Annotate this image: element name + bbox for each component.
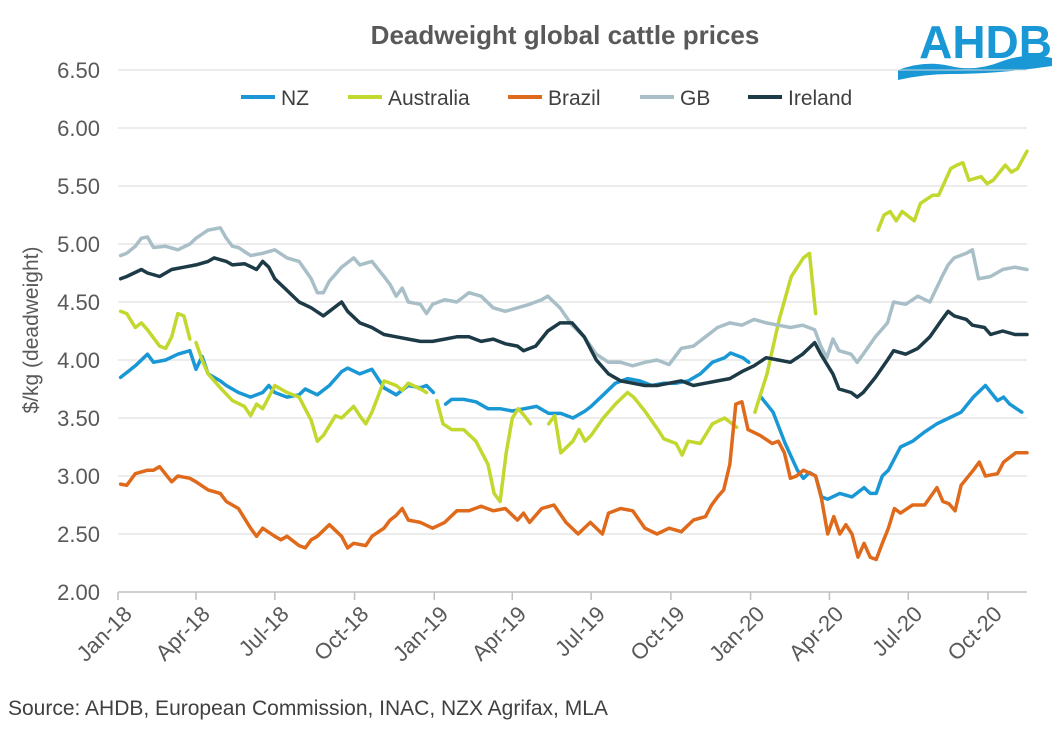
series-line-australia	[876, 149, 1029, 232]
ahdb-logo: AHDB	[898, 16, 1052, 80]
series-line-brazil	[118, 400, 1029, 562]
y-tick-label: 3.00	[57, 464, 100, 489]
y-tick-label: 6.00	[57, 116, 100, 141]
legend: NZ Australia Brazil GB Ireland	[241, 87, 852, 110]
x-tick-label: Oct-18	[309, 601, 373, 665]
series-line-australia	[435, 398, 533, 504]
series-line-australia	[546, 390, 739, 457]
y-tick-label: 4.50	[57, 290, 100, 315]
series-ireland	[118, 256, 1029, 399]
x-tick-label: Oct-20	[942, 601, 1006, 665]
series-lines	[118, 149, 1029, 562]
series-gb	[118, 226, 1029, 368]
y-tick-label: 5.00	[57, 232, 100, 257]
source-note: Source: AHDB, European Commission, INAC,…	[8, 697, 608, 720]
y-tick-label: 5.50	[57, 174, 100, 199]
legend-label-nz: NZ	[281, 87, 309, 110]
legend-label-brazil: Brazil	[548, 87, 601, 110]
legend-label-gb: GB	[680, 87, 710, 110]
x-tick-label: Jan-19	[388, 601, 453, 666]
series-line-nz	[759, 383, 1024, 501]
series-line-australia	[194, 340, 429, 443]
chart-title: Deadweight global cattle prices	[371, 20, 760, 50]
x-tick-label: Apr-19	[467, 601, 531, 665]
y-tick-label: 6.50	[57, 58, 100, 83]
series-line-australia	[753, 251, 818, 414]
x-axis: Jan-18 Apr-18 Jul-18 Oct-18 Jan-19 Apr-19 Jul-…	[72, 591, 1027, 666]
x-tick-label: Oct-19	[625, 601, 689, 665]
y-axis-label: $/kg (deadweight)	[20, 247, 43, 414]
x-tick-label: Jul-18	[234, 601, 294, 661]
x-tick-label: Jan-18	[72, 601, 137, 666]
x-tick-label: Jul-20	[867, 601, 927, 661]
x-tick-label: Apr-18	[150, 601, 214, 665]
series-line-nz	[118, 348, 436, 399]
series-line-gb	[118, 226, 1029, 368]
x-tick-label: Jul-19	[550, 601, 610, 661]
legend-label-australia: Australia	[388, 87, 470, 110]
series-line-ireland	[118, 256, 1029, 399]
series-line-nz	[443, 351, 751, 420]
x-tick-label: Apr-20	[784, 601, 848, 665]
series-brazil	[118, 400, 1029, 562]
y-tick-label: 4.00	[57, 348, 100, 373]
y-tick-label: 3.50	[57, 406, 100, 431]
y-tick-label: 2.50	[57, 522, 100, 547]
series-line-australia	[118, 309, 192, 351]
series-australia	[118, 149, 1029, 504]
logo-wave-icon	[898, 55, 1052, 80]
y-tick-label: 2.00	[57, 580, 100, 605]
y-axis-ticks: 2.00 2.50 3.00 3.50 4.00 4.50 5.00 5.50 6.00 6.50	[57, 58, 100, 605]
series-nz	[118, 348, 1024, 501]
x-tick-label: Jan-20	[704, 601, 769, 666]
legend-label-ireland: Ireland	[788, 87, 852, 110]
